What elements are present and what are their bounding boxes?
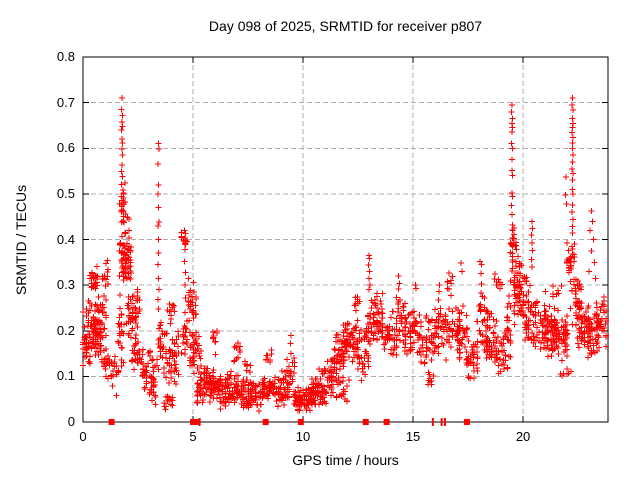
- x-tick-label: 0: [79, 429, 87, 444]
- x-tick-label: 5: [189, 429, 197, 444]
- x-tick-label: 10: [295, 429, 311, 444]
- scatter-points: [80, 95, 609, 414]
- x-axis-title: GPS time / hours: [292, 452, 399, 468]
- y-tick-label: 0.8: [56, 49, 75, 64]
- y-tick-label: 0.2: [56, 322, 75, 338]
- baseline-tick-marker: [198, 418, 201, 426]
- y-tick-label: 0.6: [56, 140, 75, 156]
- baseline-square-marker: [383, 419, 390, 425]
- baseline-square-marker: [108, 419, 115, 425]
- baseline-square-marker: [297, 419, 304, 425]
- y-tick-label: 0.1: [56, 368, 75, 384]
- y-tick-label: 0.5: [56, 185, 75, 201]
- baseline-square-marker: [463, 419, 470, 425]
- baseline-square-marker: [362, 419, 369, 425]
- x-tick-label: 15: [405, 429, 421, 444]
- baseline-tick-marker: [431, 418, 434, 426]
- x-tick-label: 20: [515, 429, 531, 444]
- y-tick-label: 0.3: [56, 277, 75, 293]
- baseline-tick-marker: [443, 418, 446, 426]
- chart-title: Day 098 of 2025, SRMTID for receiver p80…: [208, 18, 483, 34]
- y-tick-label: 0: [67, 414, 75, 429]
- baseline-square-marker: [262, 419, 269, 425]
- baseline-square-marker: [192, 419, 199, 425]
- plot-frame: [82, 56, 609, 423]
- y-tick-label: 0.4: [56, 231, 75, 247]
- y-tick-label: 0.7: [56, 94, 75, 110]
- baseline-tick-marker: [440, 418, 443, 426]
